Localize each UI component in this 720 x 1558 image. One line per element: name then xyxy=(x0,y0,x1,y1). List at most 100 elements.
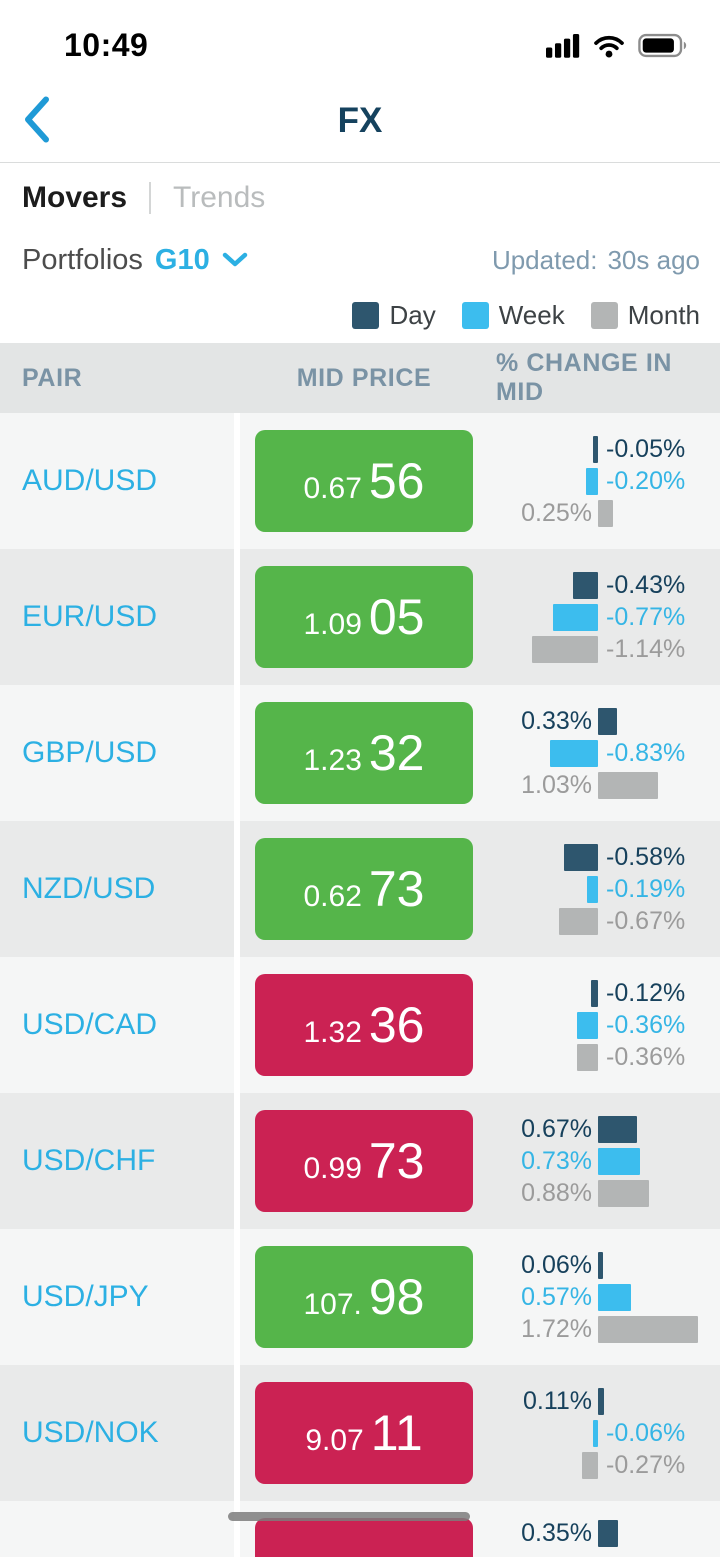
day-bar xyxy=(573,571,598,599)
month-bar xyxy=(577,1043,598,1071)
month-bar xyxy=(598,1315,698,1343)
month-bar xyxy=(532,635,598,663)
column-divider xyxy=(234,413,240,549)
pair-row[interactable]: GBP/USD 1.23 32 0.33% -0.83% 1.03% xyxy=(0,685,720,821)
back-button[interactable] xyxy=(14,92,60,151)
chevron-down-icon xyxy=(222,252,247,267)
month-change: 0.25% xyxy=(490,499,720,528)
week-change-value: -0.77% xyxy=(606,602,686,631)
pair-label[interactable]: AUD/USD xyxy=(22,464,158,497)
nav-bar: FX xyxy=(0,80,720,163)
month-change: -0.67% xyxy=(490,907,720,936)
price-main: 0.67 xyxy=(303,472,362,505)
chevron-left-icon xyxy=(25,96,49,143)
portfolio-selected-value: G10 xyxy=(154,243,210,276)
mid-price-box[interactable]: 1.09 05 xyxy=(255,566,473,668)
tab-movers[interactable]: Movers xyxy=(22,181,128,214)
legend-item-month: Month xyxy=(590,299,700,331)
day-change: 0.67% xyxy=(490,1115,720,1144)
pair-label[interactable]: USD/CAD xyxy=(22,1008,158,1041)
month-change-value: -0.36% xyxy=(606,1042,686,1071)
price-text: 1.32 36 xyxy=(303,1000,424,1050)
mid-price-box[interactable]: 9.07 11 xyxy=(255,1382,473,1484)
mid-price-box[interactable]: 1.23 32 xyxy=(255,702,473,804)
column-header-pair: PAIR xyxy=(22,363,83,392)
price-main: 0.99 xyxy=(303,1152,362,1185)
change-bars: -0.05% -0.20% 0.25% xyxy=(488,432,720,531)
price-pips: 36 xyxy=(368,997,425,1053)
mid-price-box[interactable] xyxy=(255,1518,473,1557)
week-bar xyxy=(586,467,598,495)
updated-label: Updated: xyxy=(491,244,598,275)
mid-price-box[interactable]: 1.32 36 xyxy=(255,974,473,1076)
price-main: 9.07 xyxy=(305,1424,364,1457)
pair-row[interactable]: EUR/USD 1.09 05 -0.43% -0.77% -1.14% xyxy=(0,549,720,685)
day-bar xyxy=(598,1251,603,1279)
pair-label[interactable]: NZD/USD xyxy=(22,872,156,905)
change-bars: 0.35% xyxy=(488,1501,720,1551)
day-change: 0.06% xyxy=(490,1251,720,1280)
tabs: Movers Trends xyxy=(0,163,720,233)
pair-row[interactable]: USD/JPY 107. 98 0.06% 0.57% 1.72% xyxy=(0,1229,720,1365)
mid-price-box[interactable]: 0.62 73 xyxy=(255,838,473,940)
price-main: 1.32 xyxy=(303,1016,362,1049)
month-bar xyxy=(598,771,658,799)
change-bars: -0.43% -0.77% -1.14% xyxy=(488,568,720,667)
tab-trends[interactable]: Trends xyxy=(173,181,266,214)
day-change: 0.11% xyxy=(490,1387,720,1416)
change-bars: 0.06% 0.57% 1.72% xyxy=(488,1248,720,1347)
pair-row[interactable]: USD/NOK 9.07 11 0.11% -0.06% -0.27% xyxy=(0,1365,720,1501)
week-change-value: -0.83% xyxy=(606,738,686,767)
status-time: 10:49 xyxy=(64,26,149,63)
mid-price-box[interactable]: 0.67 56 xyxy=(255,430,473,532)
pair-row[interactable]: 0.35% xyxy=(0,1501,720,1557)
status-icons xyxy=(546,33,690,58)
week-bar xyxy=(598,1147,640,1175)
price-text: 107. 98 xyxy=(303,1272,424,1322)
month-bar xyxy=(598,499,613,527)
price-main: 0.62 xyxy=(303,880,362,913)
day-change-value: 0.11% xyxy=(522,1386,592,1415)
pair-row[interactable]: AUD/USD 0.67 56 -0.05% -0.20% 0.25% xyxy=(0,413,720,549)
mid-price-box[interactable]: 107. 98 xyxy=(255,1246,473,1348)
week-change-value: 0.57% xyxy=(521,1282,592,1311)
legend-item-week: Week xyxy=(461,299,565,331)
week-change: 0.73% xyxy=(490,1147,720,1176)
pair-label[interactable]: USD/CHF xyxy=(22,1144,156,1177)
pair-row[interactable]: NZD/USD 0.62 73 -0.58% -0.19% -0.67% xyxy=(0,821,720,957)
pair-label[interactable]: GBP/USD xyxy=(22,736,158,769)
pair-row[interactable]: USD/CHF 0.99 73 0.67% 0.73% 0.88% xyxy=(0,1093,720,1229)
month-change-value: -1.14% xyxy=(606,634,686,663)
price-text: 0.62 73 xyxy=(303,864,424,914)
legend-label-week: Week xyxy=(498,299,565,330)
month-change-value: 0.25% xyxy=(521,498,592,527)
week-bar xyxy=(553,603,598,631)
month-bar xyxy=(598,1179,649,1207)
pairs-table-body: AUD/USD 0.67 56 -0.05% -0.20% 0.25% EUR/USD… xyxy=(0,413,720,1557)
price-cell: 107. 98 xyxy=(240,1246,488,1348)
pair-label[interactable]: EUR/USD xyxy=(22,600,158,633)
week-change: -0.77% xyxy=(490,603,720,632)
price-pips: 11 xyxy=(370,1405,423,1461)
price-text xyxy=(361,1544,368,1557)
pair-row[interactable]: USD/CAD 1.32 36 -0.12% -0.36% -0.36% xyxy=(0,957,720,1093)
month-change: 1.72% xyxy=(490,1315,720,1344)
pair-label[interactable]: USD/NOK xyxy=(22,1416,159,1449)
updated-status: Updated: 30s ago xyxy=(492,245,700,276)
portfolio-selector[interactable]: Portfolios G10 xyxy=(22,244,248,277)
month-change: 0.88% xyxy=(490,1179,720,1208)
price-pips: 56 xyxy=(368,453,425,509)
column-divider xyxy=(234,1501,240,1557)
month-change-value: -0.67% xyxy=(606,906,686,935)
mid-price-box[interactable]: 0.99 73 xyxy=(255,1110,473,1212)
day-bar xyxy=(598,707,617,735)
horizontal-scroll-indicator[interactable] xyxy=(228,1512,470,1521)
week-swatch xyxy=(461,301,489,329)
battery-icon xyxy=(638,33,687,57)
week-change: 0.57% xyxy=(490,1283,720,1312)
legend-label-month: Month xyxy=(627,299,700,330)
price-cell: 0.62 73 xyxy=(240,838,488,940)
price-cell: 9.07 11 xyxy=(240,1382,488,1484)
pair-label[interactable]: USD/JPY xyxy=(22,1280,149,1313)
month-swatch xyxy=(590,301,618,329)
